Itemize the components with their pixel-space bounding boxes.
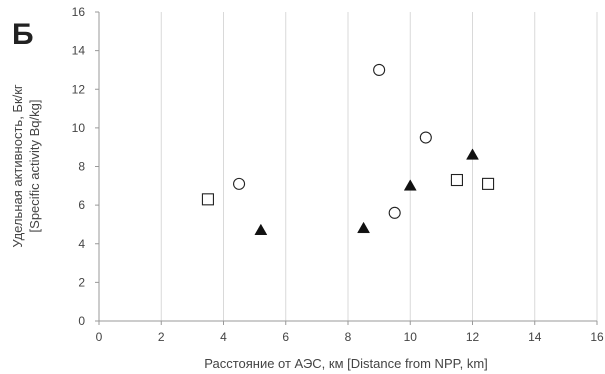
- y-tick-label-8: 8: [78, 160, 85, 174]
- square-open-point-0: [201, 193, 214, 206]
- x-tick-label-14: 14: [528, 330, 542, 344]
- y-tick-label-16: 16: [72, 5, 86, 19]
- x-axis-label: Расстояние от АЭС, км [Distance from NPP…: [204, 356, 488, 371]
- circle-open-point-3: [419, 131, 432, 144]
- y-tick-label-14: 14: [72, 44, 86, 58]
- x-tick-label-4: 4: [220, 330, 227, 344]
- x-tick-label-6: 6: [282, 330, 289, 344]
- x-tick-label-0: 0: [96, 330, 103, 344]
- x-tick-label-12: 12: [466, 330, 480, 344]
- tick-labels: 0 2 4 6 8 10 12 14 16 0 2 4 6 8 10 12 14 16: [72, 5, 604, 344]
- y-axis-label-line-2: [Specific activity Bq/kg]: [27, 100, 42, 233]
- y-tick-label-10: 10: [72, 121, 86, 135]
- triangle-filled-point-3: [466, 148, 479, 160]
- triangle-filled-point-1: [357, 221, 370, 234]
- y-tick-label-6: 6: [78, 198, 85, 212]
- triangle-filled-point-0: [254, 223, 268, 235]
- y-tick-label-0: 0: [78, 314, 85, 328]
- grid-lines: [160, 12, 598, 321]
- y-tick-label-12: 12: [72, 82, 86, 96]
- x-tick-label-16: 16: [590, 330, 604, 344]
- square-open-point-1: [450, 173, 463, 187]
- circle-open-point-1: [373, 63, 386, 76]
- data-points: [201, 63, 495, 235]
- y-tick-label-4: 4: [78, 237, 85, 251]
- triangle-filled-point-2: [403, 179, 417, 191]
- axes: [95, 11, 598, 325]
- panel-label: Б: [12, 18, 34, 51]
- y-axis-label-line-1: Удельная активность, Бк/кг: [10, 84, 25, 248]
- circle-open-point-0: [233, 177, 246, 190]
- x-tick-label-8: 8: [345, 330, 352, 344]
- y-tick-label-2: 2: [78, 275, 85, 289]
- circle-open-point-2: [388, 206, 401, 219]
- x-tick-label-2: 2: [158, 330, 165, 344]
- square-open-point-2: [482, 177, 495, 190]
- x-tick-label-10: 10: [404, 330, 418, 344]
